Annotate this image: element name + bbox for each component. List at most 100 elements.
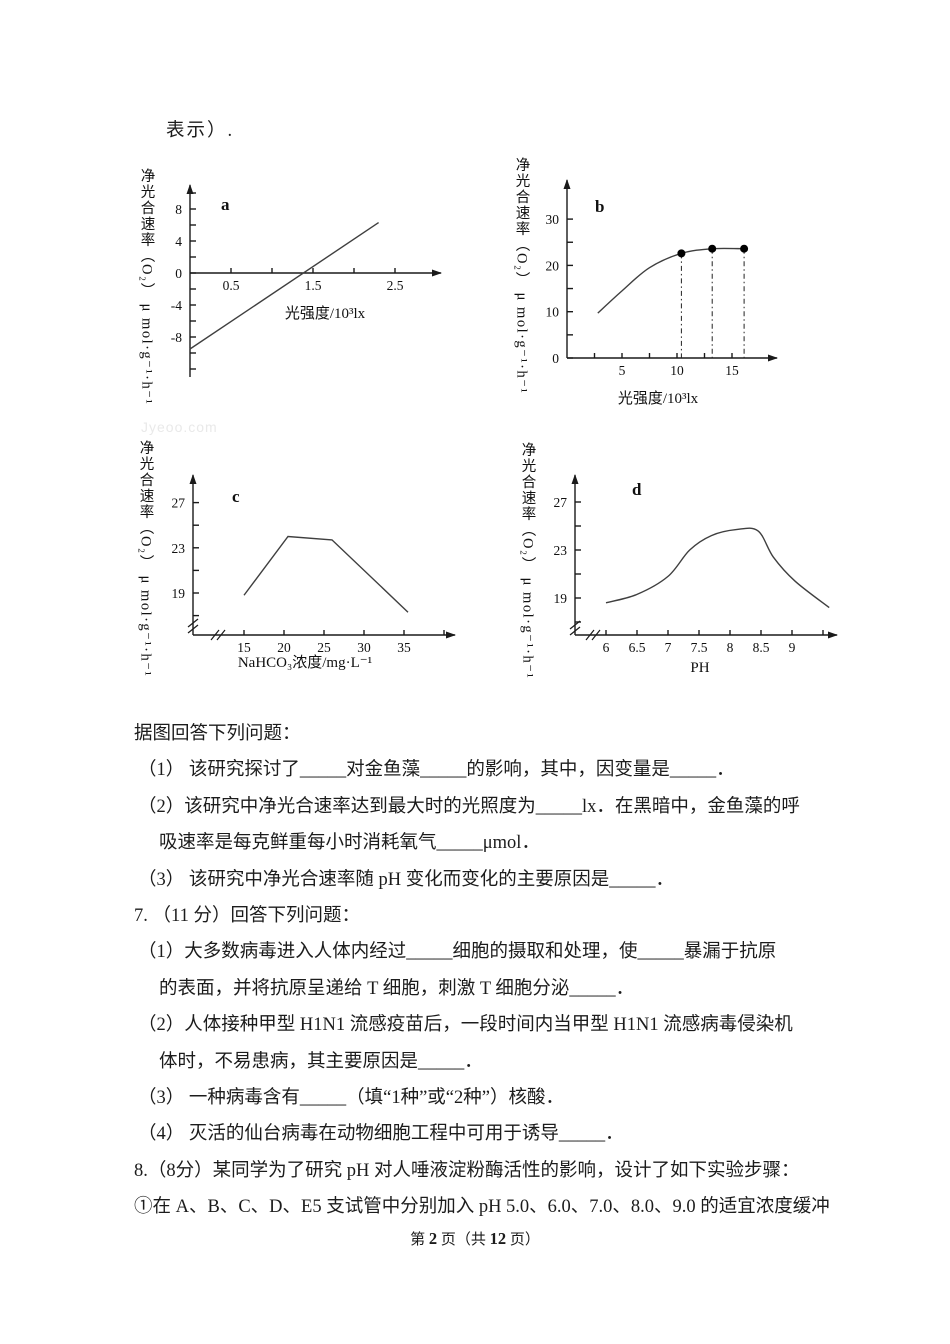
x-axis-arrow-icon xyxy=(446,631,456,639)
x-tick-label: 2.5 xyxy=(387,278,404,293)
x-tick-label: 7 xyxy=(665,640,672,655)
x-axis-arrow-icon xyxy=(768,354,778,362)
y-tick-label: 8 xyxy=(175,202,182,217)
x-tick-label: 35 xyxy=(397,640,411,655)
chart-b-y-axis-label: 净光合速率（O₂） μ mol·g⁻¹·h⁻¹ xyxy=(513,157,530,395)
y-tick-label: -4 xyxy=(171,298,182,313)
text-line: 的表面，并将抗原呈递给 T 细胞，刺激 T 细胞分泌_____． xyxy=(159,978,635,999)
text-line: （1）大多数病毒进入人体内经过_____细胞的摄取和处理，使_____暴漏于抗原 xyxy=(138,942,777,963)
x-axis-break-icon xyxy=(216,629,226,641)
data-point xyxy=(708,244,717,253)
y-tick-label: 27 xyxy=(554,495,568,510)
text-line: （4） 灭活的仙台病毒在动物细胞工程中可用于诱导_____． xyxy=(138,1124,624,1145)
x-axis-arrow-icon xyxy=(432,269,442,277)
y-axis-break-icon xyxy=(187,618,199,628)
data-curve xyxy=(597,247,745,314)
chart-d-plot: 6 6.5 7 7.5 8 8.5 9 19 23 27 d PH xyxy=(554,474,838,676)
chart-c-plot: 15 20 25 30 35 19 23 27 c NaHCO₃浓度/mg·L⁻¹ xyxy=(172,474,456,671)
x-axis-title: PH xyxy=(690,660,709,676)
footer-prefix: 第 xyxy=(410,1232,429,1248)
data-curve xyxy=(605,527,830,609)
chart-c-y-axis-label: 净光合速率（O₂） μ mol·g⁻¹·h⁻¹ xyxy=(137,440,154,678)
x-tick-label: 20 xyxy=(277,640,291,655)
y-tick-label: 0 xyxy=(552,351,559,366)
y-tick-label: 19 xyxy=(172,586,186,601)
chart-panel-letter: d xyxy=(632,480,642,499)
footer-mid: 页（共 xyxy=(437,1232,490,1248)
page-footer: 第 2 页（共 12 页） xyxy=(0,1228,950,1249)
y-tick-label: 20 xyxy=(546,258,560,273)
y-tick-label: 10 xyxy=(546,305,560,320)
chart-c-net-photosynthesis-vs-nahco3: 净光合速率（O₂） μ mol·g⁻¹·h⁻¹ 15 20 25 30 35 19 23 27… xyxy=(120,420,465,690)
footer-page-number: 2 xyxy=(428,1229,438,1248)
chart-a-y-axis-label: 净光合速率（O₂） μ mol·g⁻¹·h⁻¹ xyxy=(138,168,155,406)
text-line: 吸速率是每克鲜重每小时消耗氧气_____μmol． xyxy=(159,833,540,854)
text-line: 据图回答下列问题： xyxy=(134,724,301,744)
chart-b-plot: 5 10 15 0 10 20 30 b 光强度/10³lx xyxy=(546,179,778,407)
chart-a-net-photosynthesis-vs-light: 净光合速率（O₂） μ mol·g⁻¹·h⁻¹ 0.5 1.5 2.5 -8 -4 0 4 8… xyxy=(135,158,465,423)
x-axis-break-icon xyxy=(591,629,601,641)
text-line: 8.（8分）某同学为了研究 pH 对人唾液淀粉酶活性的影响，设计了如下实验步骤： xyxy=(134,1160,800,1181)
data-point xyxy=(677,249,686,258)
footer-suffix: 页） xyxy=(506,1232,540,1248)
y-axis-break-icon xyxy=(569,620,581,630)
data-curve xyxy=(189,222,379,350)
chart-panel-letter: b xyxy=(595,197,604,216)
x-tick-label: 7.5 xyxy=(691,640,708,655)
y-tick-label: 27 xyxy=(172,496,186,511)
x-tick-label: 10 xyxy=(670,363,684,378)
y-tick-label: 0 xyxy=(175,266,182,281)
footer-total-pages: 12 xyxy=(489,1229,507,1248)
x-axis-break-icon xyxy=(585,629,595,641)
y-axis-break-icon xyxy=(187,624,199,634)
x-tick-label: 0.5 xyxy=(223,278,240,293)
y-tick-label: 23 xyxy=(172,541,186,556)
chart-b-net-photosynthesis-vs-light: 净光合速率（O₂） μ mol·g⁻¹·h⁻¹ 5 10 15 0 10 20 30 b 光强度… xyxy=(500,145,810,435)
y-tick-label: 4 xyxy=(175,234,182,249)
y-axis-arrow-icon xyxy=(571,474,579,484)
chart-d-y-axis-label: 净光合速率（O₂） μ mol·g⁻¹·h⁻¹ xyxy=(519,442,536,680)
text-line: （3） 一种病毒含有_____（填“1种”或“2种”）核酸． xyxy=(138,1087,564,1108)
y-tick-label: -8 xyxy=(171,330,182,345)
y-tick-label: 19 xyxy=(554,591,568,606)
data-point xyxy=(740,244,749,253)
x-tick-label: 30 xyxy=(357,640,371,655)
y-axis-arrow-icon xyxy=(186,184,194,194)
x-axis-break-icon xyxy=(210,629,220,641)
chart-a-plot: 0.5 1.5 2.5 -8 -4 0 4 8 a 光强度/10³lx xyxy=(171,184,442,377)
y-tick-label: 23 xyxy=(554,543,568,558)
data-curve xyxy=(243,535,409,613)
paragraph-fragment: 表示）. xyxy=(166,121,235,141)
y-axis-arrow-icon xyxy=(189,474,197,484)
text-line: （1） 该研究探讨了_____对金鱼藻_____的影响，其中，因变量是_____… xyxy=(138,760,735,781)
x-tick-label: 15 xyxy=(237,640,251,655)
x-tick-label: 9 xyxy=(789,640,796,655)
text-line: （2）人体接种甲型 H1N1 流感疫苗后，一段时间内当甲型 H1N1 流感病毒侵… xyxy=(138,1015,793,1036)
chart-d-net-photosynthesis-vs-ph: 净光合速率（O₂） μ mol·g⁻¹·h⁻¹ 6 6.5 7 7.5 8 8.5 9 19 2… xyxy=(500,430,860,715)
text-line: ①在 A、B、C、D、E5 支试管中分别加入 pH 5.0、6.0、7.0、8.… xyxy=(134,1197,830,1218)
x-tick-label: 15 xyxy=(725,363,739,378)
x-axis-title: 光强度/10³lx xyxy=(285,305,366,322)
x-tick-label: 6.5 xyxy=(629,640,646,655)
y-axis-break-icon xyxy=(569,626,581,636)
x-tick-label: 25 xyxy=(317,640,331,655)
y-axis-arrow-icon xyxy=(563,179,571,189)
x-tick-label: 8 xyxy=(727,640,734,655)
x-tick-label: 5 xyxy=(619,363,626,378)
x-axis-title: NaHCO₃浓度/mg·L⁻¹ xyxy=(238,654,372,671)
x-tick-label: 8.5 xyxy=(753,640,770,655)
x-axis-arrow-icon xyxy=(828,631,838,639)
text-line: 7. （11 分）回答下列问题： xyxy=(134,905,360,926)
chart-panel-letter: c xyxy=(232,487,240,506)
watermark: Jyeoo.com xyxy=(141,419,218,435)
text-line: 体时，不易患病，其主要原因是_____． xyxy=(159,1051,483,1072)
text-line: （2）该研究中净光合速率达到最大时的光照度为_____lx．在黑暗中，金鱼藻的呼 xyxy=(138,796,800,817)
question-text-block: 据图回答下列问题： （1） 该研究探讨了_____对金鱼藻_____的影响，其中… xyxy=(134,716,834,1225)
y-tick-label: 30 xyxy=(546,212,560,227)
chart-panel-letter: a xyxy=(221,195,230,214)
x-tick-label: 6 xyxy=(603,640,610,655)
x-axis-title: 光强度/10³lx xyxy=(618,390,699,407)
x-tick-label: 1.5 xyxy=(305,278,322,293)
text-line: （3） 该研究中净光合速率随 pH 变化而变化的主要原因是_____． xyxy=(138,869,674,890)
